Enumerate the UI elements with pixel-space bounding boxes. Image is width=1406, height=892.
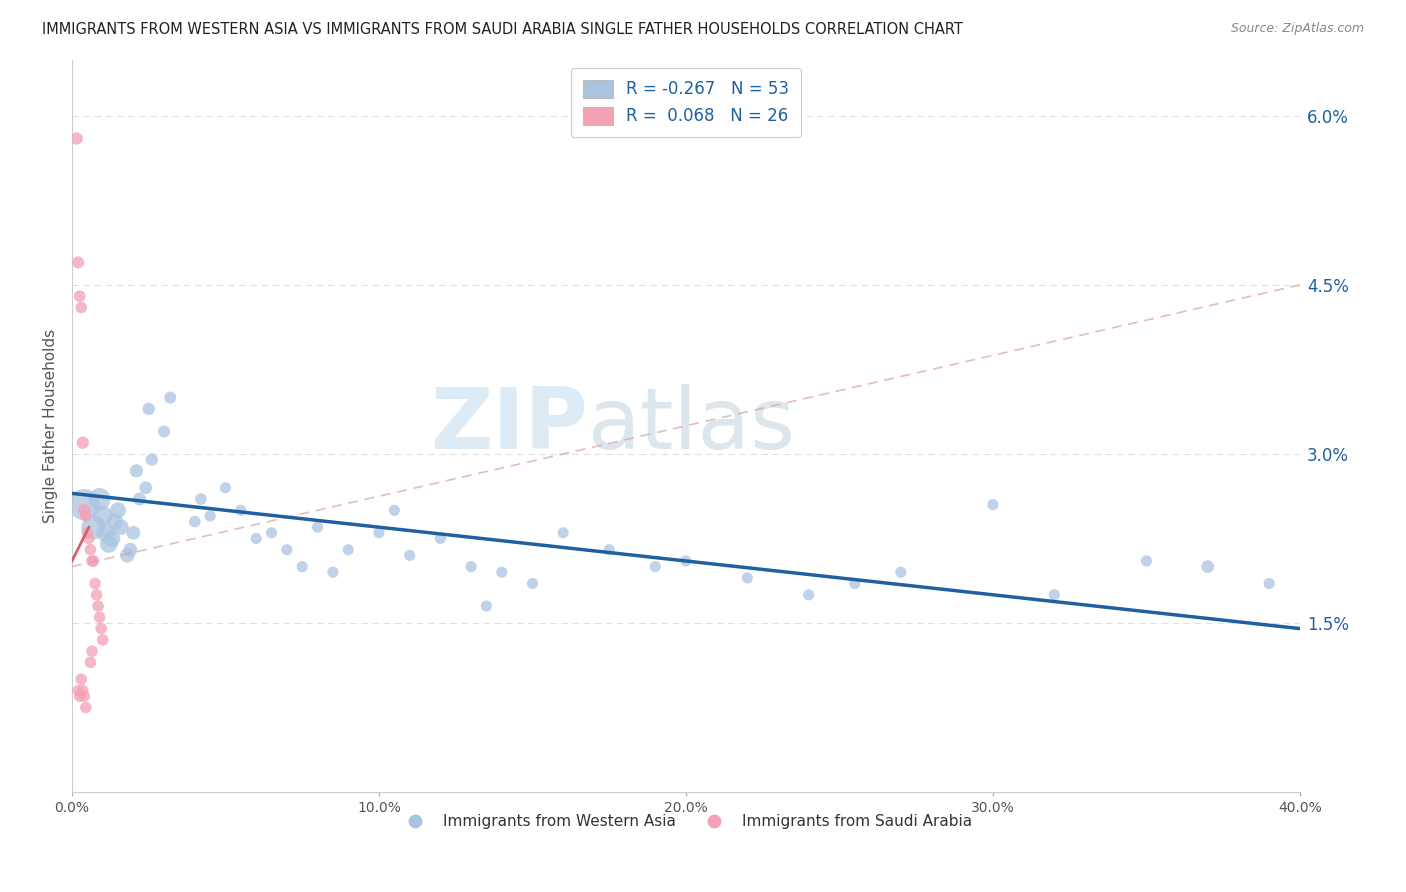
Point bbox=[82, 520, 104, 534]
Point bbox=[291, 559, 314, 574]
Point bbox=[80, 554, 103, 568]
Point bbox=[159, 391, 181, 405]
Text: atlas: atlas bbox=[588, 384, 796, 467]
Point bbox=[214, 481, 236, 495]
Point bbox=[65, 131, 87, 145]
Point bbox=[91, 508, 114, 523]
Point bbox=[1258, 576, 1281, 591]
Point bbox=[117, 549, 139, 563]
Point bbox=[76, 525, 98, 540]
Point bbox=[337, 542, 360, 557]
Point bbox=[89, 610, 111, 624]
Point bbox=[245, 532, 267, 546]
Point bbox=[460, 559, 482, 574]
Point bbox=[229, 503, 252, 517]
Point bbox=[141, 452, 163, 467]
Point bbox=[737, 571, 759, 585]
Point bbox=[398, 549, 420, 563]
Point bbox=[644, 559, 666, 574]
Point bbox=[110, 520, 132, 534]
Point bbox=[522, 576, 544, 591]
Point bbox=[75, 508, 97, 523]
Point bbox=[307, 520, 329, 534]
Point bbox=[104, 515, 127, 529]
Text: IMMIGRANTS FROM WESTERN ASIA VS IMMIGRANTS FROM SAUDI ARABIA SINGLE FATHER HOUSE: IMMIGRANTS FROM WESTERN ASIA VS IMMIGRAN… bbox=[42, 22, 963, 37]
Point bbox=[79, 656, 101, 670]
Point bbox=[382, 503, 405, 517]
Point bbox=[73, 689, 96, 703]
Point bbox=[120, 542, 142, 557]
Point bbox=[491, 566, 513, 580]
Legend: Immigrants from Western Asia, Immigrants from Saudi Arabia: Immigrants from Western Asia, Immigrants… bbox=[394, 808, 977, 836]
Point bbox=[67, 683, 90, 698]
Point bbox=[75, 700, 97, 714]
Point bbox=[80, 644, 103, 658]
Point bbox=[72, 435, 94, 450]
Point bbox=[72, 683, 94, 698]
Point bbox=[90, 622, 112, 636]
Point bbox=[190, 491, 212, 506]
Point bbox=[69, 689, 91, 703]
Point bbox=[138, 401, 160, 416]
Point bbox=[184, 515, 207, 529]
Point bbox=[77, 532, 100, 546]
Point bbox=[91, 632, 114, 647]
Point bbox=[198, 508, 221, 523]
Point bbox=[844, 576, 866, 591]
Point bbox=[122, 525, 145, 540]
Point bbox=[67, 255, 90, 269]
Point bbox=[675, 554, 697, 568]
Point bbox=[1135, 554, 1157, 568]
Point bbox=[890, 566, 912, 580]
Point bbox=[73, 498, 96, 512]
Point bbox=[70, 673, 93, 687]
Y-axis label: Single Father Households: Single Father Households bbox=[44, 329, 58, 523]
Point bbox=[135, 481, 157, 495]
Point bbox=[598, 542, 620, 557]
Point bbox=[84, 576, 107, 591]
Point bbox=[322, 566, 344, 580]
Point bbox=[260, 525, 283, 540]
Point bbox=[128, 491, 150, 506]
Point bbox=[82, 554, 104, 568]
Point bbox=[79, 542, 101, 557]
Point bbox=[981, 498, 1004, 512]
Point bbox=[475, 599, 498, 613]
Point bbox=[107, 503, 129, 517]
Point bbox=[125, 464, 148, 478]
Point bbox=[797, 588, 820, 602]
Point bbox=[69, 289, 91, 303]
Point bbox=[276, 542, 298, 557]
Text: ZIP: ZIP bbox=[430, 384, 588, 467]
Point bbox=[553, 525, 575, 540]
Point bbox=[368, 525, 391, 540]
Point bbox=[97, 537, 120, 551]
Point bbox=[87, 599, 110, 613]
Point bbox=[73, 503, 96, 517]
Text: Source: ZipAtlas.com: Source: ZipAtlas.com bbox=[1230, 22, 1364, 36]
Point bbox=[70, 301, 93, 315]
Point bbox=[153, 425, 176, 439]
Point bbox=[94, 525, 117, 540]
Point bbox=[89, 491, 111, 506]
Point bbox=[101, 532, 124, 546]
Point bbox=[86, 588, 108, 602]
Point bbox=[429, 532, 451, 546]
Point bbox=[1043, 588, 1066, 602]
Point bbox=[1197, 559, 1219, 574]
